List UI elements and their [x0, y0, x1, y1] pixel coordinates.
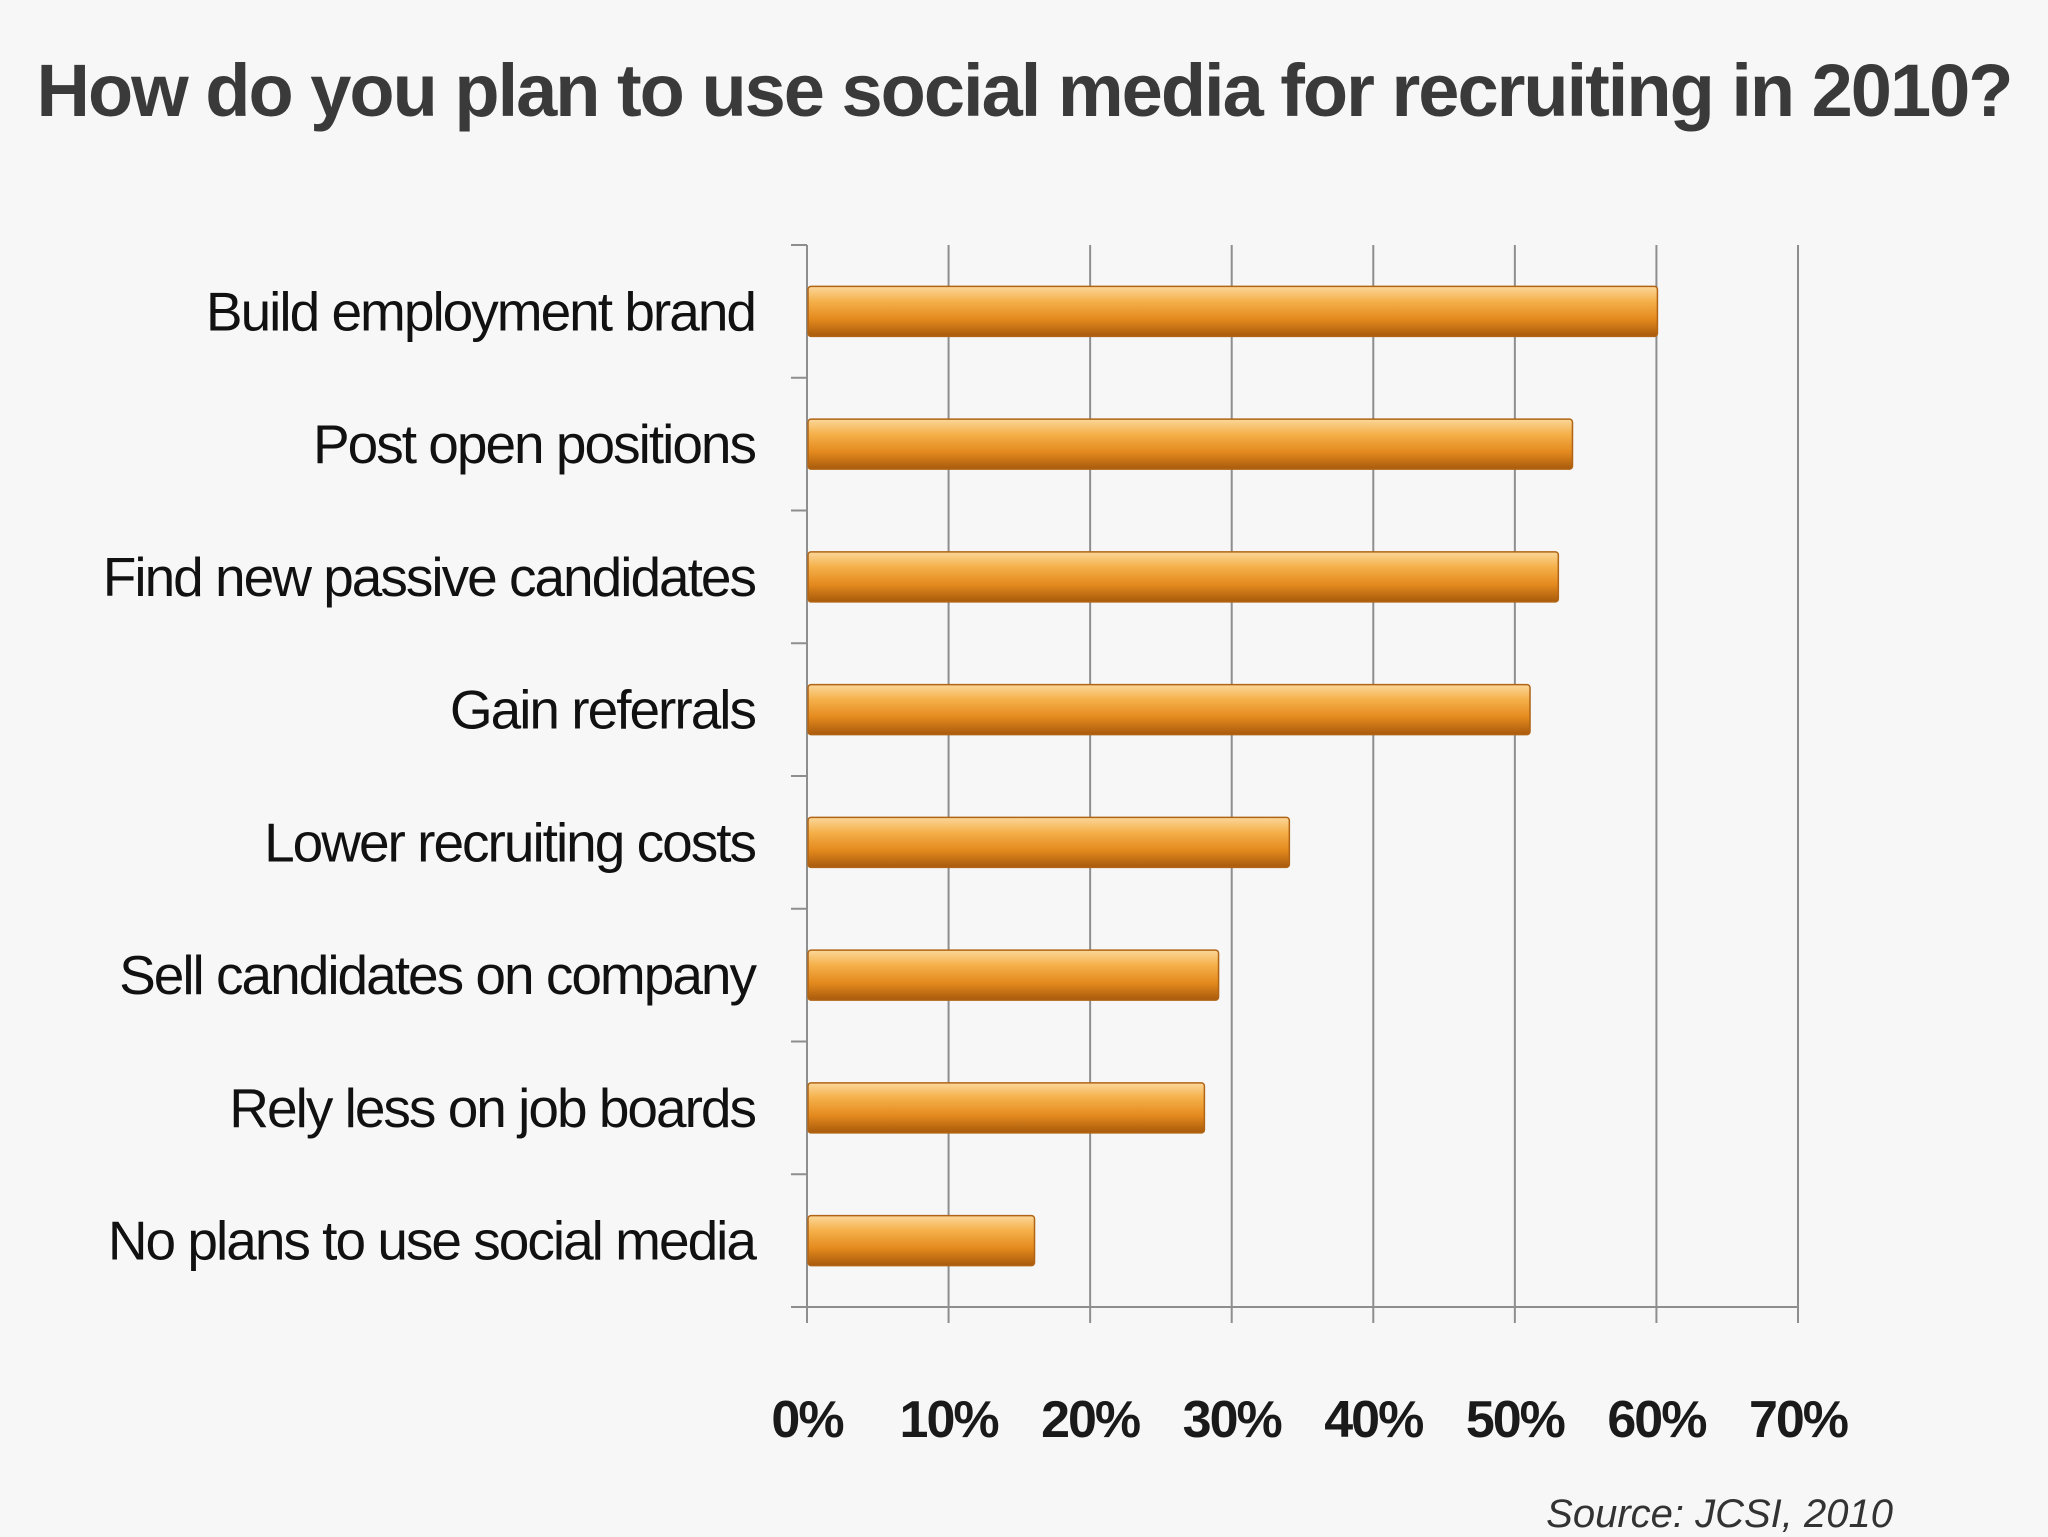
- category-label: No plans to use social media: [108, 1210, 758, 1272]
- gridlines: [806, 245, 1799, 1323]
- bar: [807, 949, 1220, 1001]
- x-tick-label: 70%: [1749, 1391, 1848, 1449]
- bars: [807, 285, 1659, 1267]
- bar: [807, 418, 1574, 470]
- x-tick-label: 10%: [900, 1391, 999, 1449]
- category-labels: Build employment brand Post open position…: [103, 280, 760, 1272]
- category-label: Sell candidates on company: [119, 944, 757, 1006]
- category-label: Build employment brand: [206, 280, 755, 342]
- x-tick-label: 40%: [1324, 1391, 1423, 1449]
- bar: [807, 1214, 1036, 1267]
- category-label: Gain referrals: [450, 679, 756, 741]
- bar: [807, 1082, 1206, 1134]
- bar: [807, 551, 1560, 603]
- x-tick-label: 50%: [1466, 1391, 1565, 1449]
- category-label: Post open positions: [313, 413, 756, 475]
- x-tick-label: 60%: [1607, 1391, 1706, 1449]
- category-label: Rely less on job boards: [229, 1077, 755, 1139]
- bar: [807, 683, 1531, 736]
- x-tick-label: 30%: [1183, 1391, 1282, 1449]
- category-label: Find new passive candidates: [103, 546, 756, 608]
- category-label: Lower recruiting costs: [264, 811, 755, 873]
- source-note: Source: JCSI, 2010: [1546, 1492, 1893, 1536]
- y-axis: [791, 244, 1798, 1308]
- bar: [807, 285, 1659, 338]
- x-tick-label: 20%: [1041, 1391, 1140, 1449]
- chart-title: How do you plan to use social media for …: [36, 49, 2014, 132]
- x-tick-label: 0%: [771, 1391, 843, 1449]
- x-tick-labels: 0% 10% 20% 30% 40% 50% 60% 70%: [771, 1391, 1849, 1449]
- bar: [807, 816, 1291, 869]
